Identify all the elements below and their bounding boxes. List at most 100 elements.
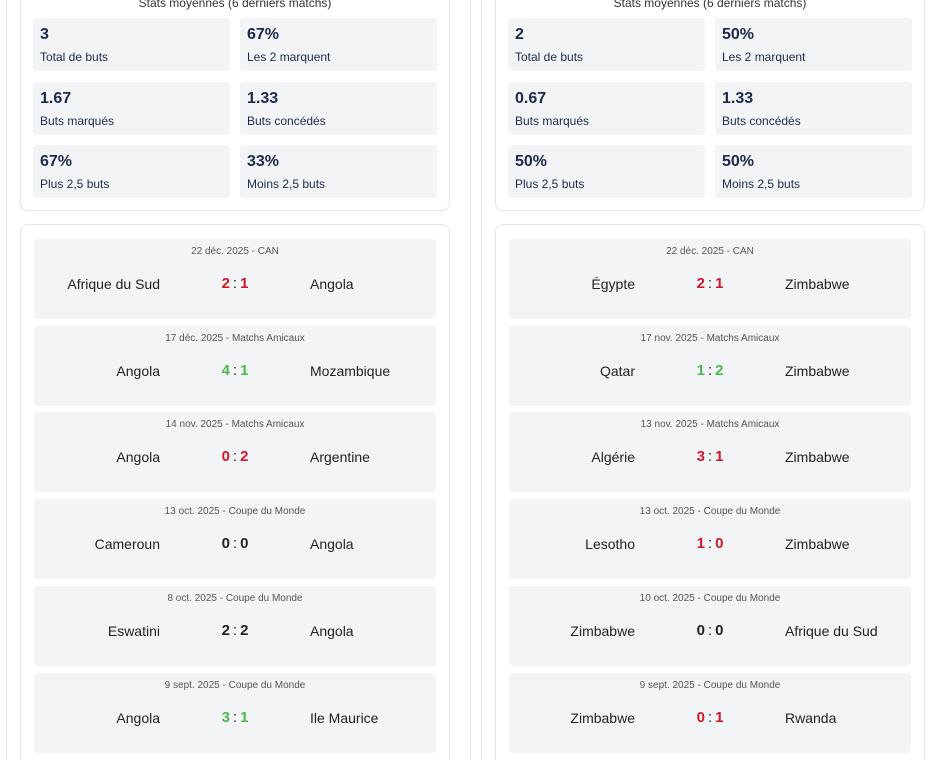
match-card: 13 nov. 2025 - Matchs Amicaux Algérie 3:1 Z…	[509, 412, 911, 493]
score-separator: :	[232, 275, 238, 292]
stat-card: 1.33 Buts concédés	[240, 81, 437, 135]
stat-value: 2	[515, 26, 524, 43]
score-separator: :	[707, 621, 713, 639]
match-date: 22 déc. 2025 - CAN	[666, 246, 754, 257]
away-score: 2	[240, 448, 249, 466]
stat-label: Les 2 marquent	[722, 50, 806, 64]
match-card: 10 oct. 2025 - Coupe du Monde Zimbabwe 0:0…	[509, 585, 911, 666]
away-score: 0	[715, 621, 724, 639]
home-score: 2	[696, 275, 705, 292]
stat-value: 50%	[722, 26, 755, 43]
match-date: 13 oct. 2025 - Coupe du Monde	[639, 506, 781, 518]
score-separator: :	[707, 275, 713, 292]
stat-label: Moins 2,5 buts	[722, 177, 801, 191]
home-score: 2	[221, 621, 230, 639]
home-score: 0	[221, 535, 230, 553]
match-card: 14 nov. 2025 - Matchs Amicaux Angola 0:2 Ar…	[34, 412, 436, 493]
score: 4:1	[205, 362, 265, 379]
away-score: 1	[240, 361, 249, 379]
score: 2:1	[205, 275, 265, 292]
score: 0:2	[205, 448, 265, 465]
home-team: Qatar	[599, 362, 635, 379]
home-score: 3	[221, 708, 230, 726]
away-team: Afrique du Sud	[785, 622, 878, 639]
home-team: Eswatini	[107, 622, 160, 639]
away-score: 0	[715, 535, 724, 553]
stat-card: 1.67 Buts marqués	[33, 81, 230, 135]
home-team: Lesotho	[585, 536, 635, 553]
stat-card: 3 Total de buts	[33, 18, 230, 71]
away-team: Angola	[310, 536, 354, 553]
match-date: 9 sept. 2025 - Coupe du Monde	[164, 679, 306, 691]
away-score: 1	[715, 448, 724, 466]
away-team: Zimbabwe	[785, 449, 850, 466]
score: 3:1	[680, 448, 740, 465]
stat-value: 1.33	[247, 89, 279, 107]
match-date: 9 sept. 2025 - Coupe du Monde	[639, 679, 781, 691]
stat-label: Buts concédés	[722, 113, 801, 128]
home-score: 0	[221, 448, 230, 466]
away-team: Zimbabwe	[785, 276, 850, 292]
match-card: 17 déc. 2025 - Matchs Amicaux Angola 4:1 Mo…	[34, 325, 436, 406]
column	[481, 0, 945, 760]
score-separator: :	[707, 361, 713, 379]
away-score: 1	[715, 275, 724, 292]
score: 0:1	[680, 709, 740, 726]
score-separator: :	[232, 535, 238, 553]
stat-card: 50% Plus 2,5 buts	[508, 145, 705, 198]
away-score: 2	[240, 621, 249, 639]
away-team: Argentine	[310, 449, 370, 466]
stat-card: 0.67 Buts marqués	[508, 81, 705, 135]
home-team: Algérie	[591, 449, 635, 466]
away-team: Angola	[310, 622, 354, 639]
home-team: Zimbabwe	[570, 622, 635, 639]
match-date: 17 déc. 2025 - Matchs Amicaux	[165, 332, 305, 344]
match-card: 9 sept. 2025 - Coupe du Monde Zimbabwe 0:1…	[509, 672, 911, 753]
stat-value: 3	[40, 26, 49, 43]
home-score: 0	[696, 708, 705, 726]
away-team: Ile Maurice	[310, 709, 379, 726]
score-separator: :	[707, 448, 713, 466]
score: 1:0	[680, 535, 740, 552]
stat-card: 2 Total de buts	[508, 18, 705, 71]
column	[6, 0, 471, 760]
away-team: Zimbabwe	[785, 362, 850, 379]
stat-value: 67%	[40, 153, 73, 170]
match-date: 8 oct. 2025 - Coupe du Monde	[167, 592, 303, 604]
stat-card: 50% Les 2 marquent	[715, 18, 912, 71]
away-score: 1	[240, 708, 249, 726]
stat-card: 67% Les 2 marquent	[240, 18, 437, 71]
away-score: 2	[715, 361, 724, 379]
score: 1:2	[680, 362, 740, 379]
home-team: Angola	[116, 362, 160, 379]
stat-value: 67%	[247, 26, 280, 43]
home-team: Angola	[116, 449, 160, 466]
match-date: 10 oct. 2025 - Coupe du Monde	[639, 592, 781, 604]
stat-card: 50% Moins 2,5 buts	[715, 145, 912, 198]
score-separator: :	[232, 621, 238, 639]
stats-title: Stats moyennes (6 derniers matchs)	[138, 0, 332, 10]
match-date: 14 nov. 2025 - Matchs Amicaux	[165, 419, 305, 431]
score: 0:0	[680, 622, 740, 639]
score-separator: :	[232, 708, 238, 726]
match-date: 13 oct. 2025 - Coupe du Monde	[164, 506, 306, 518]
score-separator: :	[232, 361, 238, 379]
away-team: Zimbabwe	[785, 536, 850, 553]
score-separator: :	[232, 448, 238, 466]
match-date: 17 nov. 2025 - Matchs Amicaux	[640, 332, 780, 344]
stat-value: 50%	[722, 153, 755, 170]
home-team: Cameroun	[94, 536, 160, 553]
stat-card: 33% Moins 2,5 buts	[240, 145, 437, 198]
stat-value: 50%	[515, 153, 548, 170]
stat-value: 1.67	[40, 89, 72, 107]
away-team: Rwanda	[785, 709, 837, 726]
stat-label: Moins 2,5 buts	[247, 177, 326, 191]
stat-card: 67% Plus 2,5 buts	[33, 145, 230, 198]
home-score: 1	[696, 361, 705, 379]
score: 2:2	[205, 622, 265, 639]
home-score: 1	[696, 535, 705, 553]
stat-label: Plus 2,5 buts	[515, 177, 585, 191]
away-team: Mozambique	[310, 362, 391, 379]
stat-label: Buts marqués	[515, 113, 590, 128]
